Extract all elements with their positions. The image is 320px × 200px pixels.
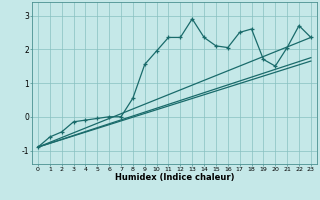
X-axis label: Humidex (Indice chaleur): Humidex (Indice chaleur) (115, 173, 234, 182)
